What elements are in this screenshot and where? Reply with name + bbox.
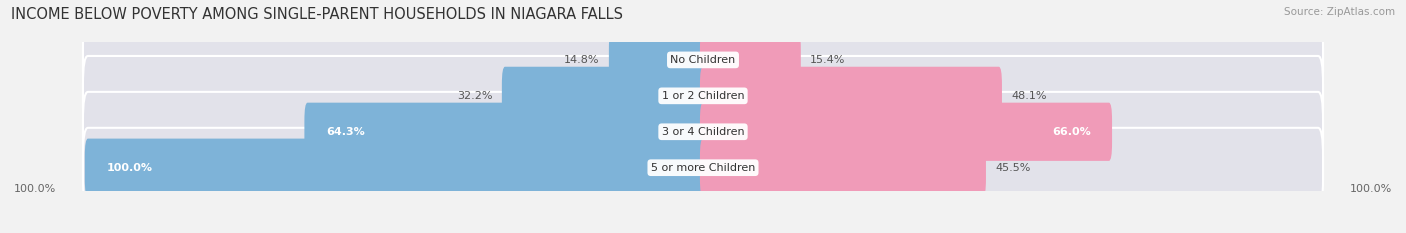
Text: 5 or more Children: 5 or more Children	[651, 163, 755, 173]
Text: 100.0%: 100.0%	[1350, 184, 1392, 194]
Text: 100.0%: 100.0%	[14, 184, 56, 194]
FancyBboxPatch shape	[84, 139, 706, 197]
FancyBboxPatch shape	[609, 31, 706, 89]
Text: 48.1%: 48.1%	[1011, 91, 1046, 101]
Text: 3 or 4 Children: 3 or 4 Children	[662, 127, 744, 137]
FancyBboxPatch shape	[700, 139, 986, 197]
FancyBboxPatch shape	[502, 67, 706, 125]
FancyBboxPatch shape	[83, 56, 1323, 136]
FancyBboxPatch shape	[83, 128, 1323, 208]
FancyBboxPatch shape	[304, 103, 706, 161]
Text: 14.8%: 14.8%	[564, 55, 599, 65]
Text: No Children: No Children	[671, 55, 735, 65]
Text: 66.0%: 66.0%	[1052, 127, 1091, 137]
FancyBboxPatch shape	[700, 67, 1002, 125]
Text: INCOME BELOW POVERTY AMONG SINGLE-PARENT HOUSEHOLDS IN NIAGARA FALLS: INCOME BELOW POVERTY AMONG SINGLE-PARENT…	[11, 7, 623, 22]
FancyBboxPatch shape	[700, 103, 1112, 161]
Text: 1 or 2 Children: 1 or 2 Children	[662, 91, 744, 101]
Text: 45.5%: 45.5%	[995, 163, 1031, 173]
Text: 64.3%: 64.3%	[326, 127, 364, 137]
Text: 32.2%: 32.2%	[457, 91, 492, 101]
Text: 100.0%: 100.0%	[107, 163, 152, 173]
FancyBboxPatch shape	[83, 20, 1323, 100]
Text: Source: ZipAtlas.com: Source: ZipAtlas.com	[1284, 7, 1395, 17]
FancyBboxPatch shape	[83, 92, 1323, 172]
FancyBboxPatch shape	[700, 31, 801, 89]
Text: 15.4%: 15.4%	[810, 55, 845, 65]
